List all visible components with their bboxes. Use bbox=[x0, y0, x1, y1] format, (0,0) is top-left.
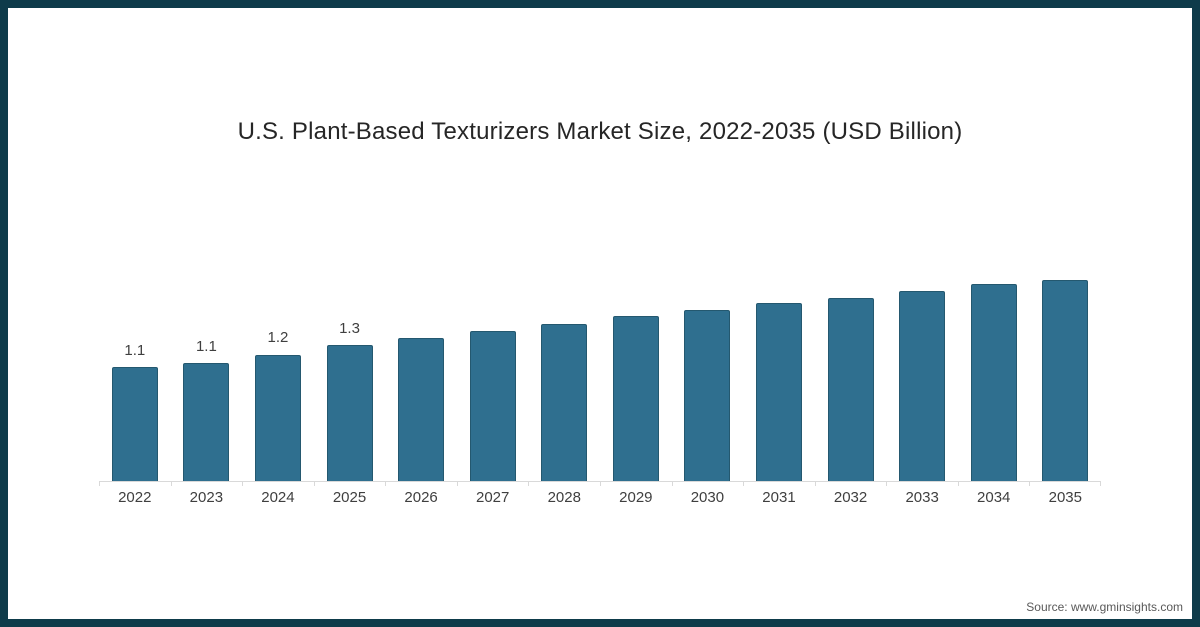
x-axis-tick bbox=[528, 481, 530, 486]
bar-2027 bbox=[469, 330, 516, 481]
x-axis-tick bbox=[1029, 481, 1031, 486]
category-2033: 2033 bbox=[886, 261, 958, 506]
bar-chart: 1.1 2022 1.1 2023 1.2 2024 1.3 2025 2026 2027 2028… bbox=[99, 261, 1102, 506]
category-2034: 2034 bbox=[958, 261, 1030, 506]
x-axis-tick bbox=[456, 481, 458, 486]
category-2025: 1.3 2025 bbox=[314, 261, 386, 506]
bar-2034 bbox=[970, 284, 1017, 481]
x-axis-tick bbox=[1100, 481, 1101, 486]
x-tick-label-2023: 2023 bbox=[189, 489, 224, 506]
x-axis-tick bbox=[385, 481, 387, 486]
x-axis-tick bbox=[170, 481, 172, 486]
x-axis-tick bbox=[99, 481, 100, 486]
bar-2035 bbox=[1042, 280, 1089, 481]
x-axis-tick bbox=[313, 481, 315, 486]
x-axis-tick bbox=[671, 481, 673, 486]
bar-2028 bbox=[541, 323, 588, 481]
category-2029: 2029 bbox=[600, 261, 672, 506]
bar-2030 bbox=[684, 310, 731, 481]
chart-title: U.S. Plant-Based Texturizers Market Size… bbox=[237, 118, 963, 145]
category-2032: 2032 bbox=[815, 261, 887, 506]
x-tick-label-2035: 2035 bbox=[1048, 489, 1082, 506]
bar-2023 bbox=[183, 363, 230, 481]
plot-area: 1.1 2022 1.1 2023 1.2 2024 1.3 2025 2026 2027 2028… bbox=[99, 261, 1102, 506]
bar-2032 bbox=[827, 297, 874, 481]
x-tick-label-2028: 2028 bbox=[547, 489, 581, 506]
value-label-2022: 1.1 bbox=[124, 341, 146, 359]
value-label-2023: 1.1 bbox=[195, 337, 217, 355]
category-2023: 1.1 2023 bbox=[171, 261, 243, 506]
source-credit: Source: www.gminsights.com bbox=[1026, 600, 1183, 614]
x-tick-label-2034: 2034 bbox=[977, 489, 1011, 506]
category-2035: 2035 bbox=[1030, 261, 1102, 506]
x-axis-tick bbox=[886, 481, 888, 486]
x-axis-tick bbox=[957, 481, 959, 486]
category-2027: 2027 bbox=[457, 261, 529, 506]
bar-2025 bbox=[326, 345, 373, 481]
value-label-2024: 1.2 bbox=[267, 329, 289, 347]
category-2031: 2031 bbox=[743, 261, 815, 506]
x-tick-label-2026: 2026 bbox=[404, 489, 438, 506]
x-tick-label-2032: 2032 bbox=[833, 489, 868, 506]
x-axis-tick bbox=[814, 481, 816, 486]
x-tick-label-2027: 2027 bbox=[475, 489, 510, 506]
value-label-2025: 1.3 bbox=[339, 319, 360, 337]
x-axis bbox=[99, 481, 1101, 486]
x-tick-label-2033: 2033 bbox=[905, 489, 939, 506]
bar-2026 bbox=[398, 338, 445, 481]
category-2030: 2030 bbox=[672, 261, 744, 506]
x-axis-tick bbox=[600, 481, 601, 486]
x-tick-label-2029: 2029 bbox=[619, 489, 653, 506]
x-tick-label-2022: 2022 bbox=[118, 489, 152, 506]
bar-2033 bbox=[899, 290, 946, 481]
x-axis-tick bbox=[743, 481, 745, 486]
x-axis-tick bbox=[242, 481, 244, 486]
category-2026: 2026 bbox=[385, 261, 457, 506]
category-2028: 2028 bbox=[528, 261, 600, 506]
bar-2024 bbox=[254, 354, 301, 481]
category-2024: 1.2 2024 bbox=[242, 261, 314, 506]
category-2022: 1.1 2022 bbox=[99, 261, 171, 506]
x-tick-label-2025: 2025 bbox=[332, 489, 367, 506]
x-tick-label-2024: 2024 bbox=[261, 489, 295, 506]
bar-2022 bbox=[111, 367, 158, 481]
bar-2029 bbox=[612, 316, 659, 481]
x-tick-label-2031: 2031 bbox=[762, 489, 796, 506]
x-tick-label-2030: 2030 bbox=[690, 489, 725, 506]
bar-2031 bbox=[755, 303, 802, 481]
